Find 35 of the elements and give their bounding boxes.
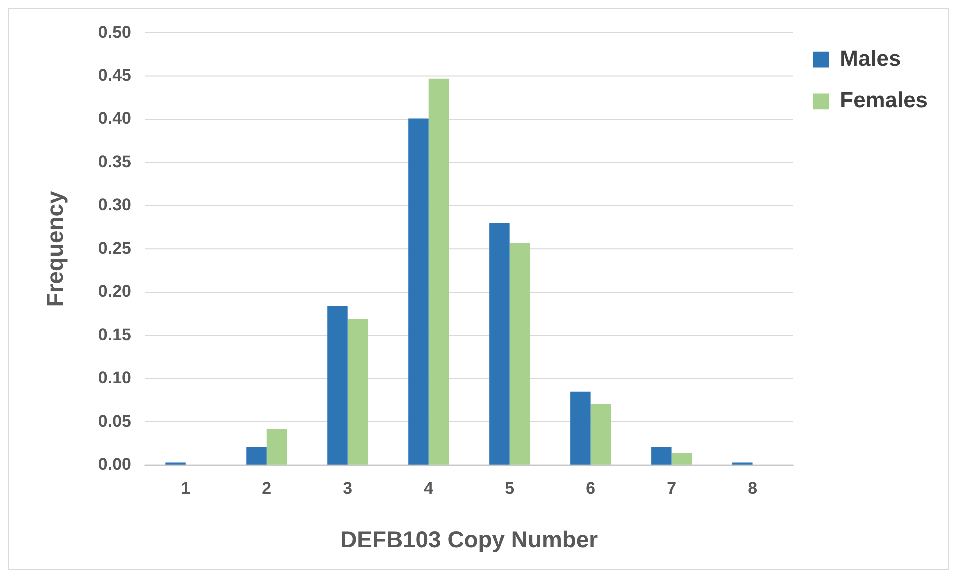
y-tick-label: 0.00	[98, 455, 132, 474]
x-tick-label: 8	[748, 479, 758, 498]
y-tick-label: 0.45	[98, 66, 132, 86]
y-tick-label: 0.30	[98, 196, 132, 215]
x-tick-label: 2	[262, 479, 272, 498]
bar	[266, 429, 288, 465]
bar	[672, 453, 692, 465]
y-tick-label: 0.15	[98, 325, 132, 344]
y-tick-label: 0.10	[98, 368, 132, 388]
x-tick-label: 5	[505, 479, 515, 498]
x-tick-label: 4	[424, 479, 434, 498]
legend-label: Females	[840, 88, 928, 113]
bar	[246, 447, 267, 465]
x-tick-label: 1	[181, 479, 191, 498]
bar	[590, 404, 612, 465]
bar	[510, 243, 530, 465]
x-axis-title: DEFB103 Copy Number	[340, 526, 598, 553]
bar	[348, 319, 368, 465]
y-tick-label: 0.50	[98, 22, 132, 42]
legend-label: Males	[840, 46, 902, 71]
y-tick-label: 0.35	[98, 152, 132, 172]
y-tick-label: 0.20	[98, 282, 132, 302]
bar	[408, 118, 429, 465]
y-axis-title: Frequency	[42, 191, 68, 308]
bar	[490, 223, 510, 465]
x-tick-label: 6	[586, 479, 596, 498]
x-tick-label: 3	[343, 479, 353, 498]
bar	[652, 447, 672, 465]
bar	[428, 78, 450, 465]
x-tick-label: 7	[667, 479, 677, 498]
y-tick-label: 0.25	[98, 238, 132, 258]
bar	[570, 392, 591, 465]
bar	[328, 306, 348, 465]
y-tick-label: 0.05	[98, 412, 132, 431]
y-tick-label: 0.40	[98, 109, 132, 128]
